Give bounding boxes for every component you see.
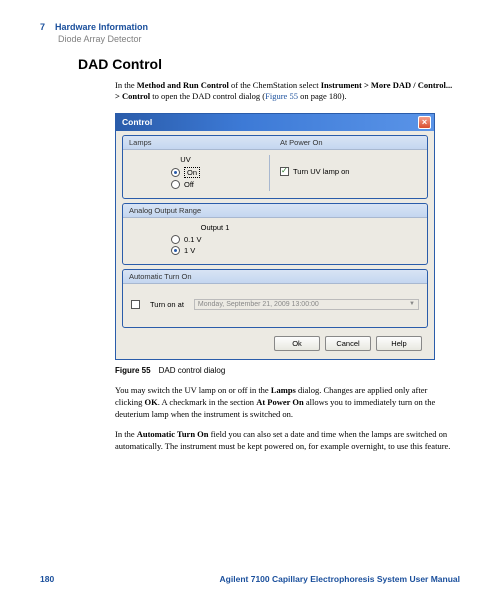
figure-label: Figure 55 <box>115 366 151 375</box>
figure-caption: Figure 55 DAD control dialog <box>115 366 460 375</box>
text-bold: At Power On <box>256 397 304 407</box>
page-footer: 180 Agilent 7100 Capillary Electrophores… <box>40 574 460 584</box>
uv-off-label: Off <box>184 180 194 189</box>
datetime-field[interactable]: Monday, September 21, 2009 13:00:00 ▼ <box>194 299 419 310</box>
text-bold: Lamps <box>271 385 296 395</box>
analog-group: Analog Output Range Output 1 0.1 V 1 V <box>122 203 428 265</box>
v1-label: 1 V <box>184 246 195 255</box>
uv-off-radio[interactable] <box>171 180 180 189</box>
ok-button[interactable]: Ok <box>274 336 320 351</box>
uv-on-label: On <box>184 167 200 178</box>
chapter-title: Hardware Information <box>55 22 148 32</box>
power-on-header: At Power On <box>270 138 421 147</box>
analog-header: Analog Output Range <box>129 206 201 215</box>
uv-label: UV <box>101 155 270 164</box>
body-paragraph-2: In the Automatic Turn On field you can a… <box>115 429 455 453</box>
body-paragraph-1: You may switch the UV lamp on or off in … <box>115 385 455 421</box>
control-dialog: Control × Lamps At Power On UV On <box>115 113 435 360</box>
turn-on-at-label: Turn on at <box>150 300 184 309</box>
auto-group: Automatic Turn On Turn on at Monday, Sep… <box>122 269 428 328</box>
turn-uv-checkbox[interactable] <box>280 167 289 176</box>
text: to open the DAD control dialog ( <box>150 91 265 101</box>
dialog-buttons: Ok Cancel Help <box>122 332 428 353</box>
chapter-subtitle: Diode Array Detector <box>58 34 460 44</box>
text: . A checkmark in the section <box>158 397 256 407</box>
text-bold: Method and Run Control <box>137 80 229 90</box>
text: In the <box>115 429 137 439</box>
v01-label: 0.1 V <box>184 235 202 244</box>
dialog-title: Control <box>122 117 152 127</box>
output-label: Output 1 <box>11 223 419 232</box>
text: of the ChemStation select <box>229 80 321 90</box>
auto-header: Automatic Turn On <box>129 272 192 281</box>
text: You may switch the UV lamp on or off in … <box>115 385 271 395</box>
figure-link[interactable]: Figure 55 <box>265 91 298 101</box>
close-icon[interactable]: × <box>418 116 431 129</box>
text-bold: OK <box>145 397 158 407</box>
chapter-number: 7 <box>40 22 45 32</box>
dialog-titlebar: Control × <box>116 114 434 131</box>
v01-radio[interactable] <box>171 235 180 244</box>
uv-on-radio[interactable] <box>171 168 180 177</box>
text: In the <box>115 80 137 90</box>
intro-paragraph: In the Method and Run Control of the Che… <box>115 80 455 103</box>
turn-uv-label: Turn UV lamp on <box>293 167 349 176</box>
manual-title: Agilent 7100 Capillary Electrophoresis S… <box>220 574 460 584</box>
help-button[interactable]: Help <box>376 336 422 351</box>
section-title: DAD Control <box>78 56 460 72</box>
turn-on-at-checkbox[interactable] <box>131 300 140 309</box>
cancel-button[interactable]: Cancel <box>325 336 371 351</box>
text-bold: Automatic Turn On <box>137 429 209 439</box>
lamps-header: Lamps <box>129 138 270 147</box>
chevron-down-icon: ▼ <box>409 301 415 307</box>
v1-radio[interactable] <box>171 246 180 255</box>
page-number: 180 <box>40 574 54 584</box>
text: on page 180). <box>298 91 347 101</box>
datetime-value: Monday, September 21, 2009 13:00:00 <box>198 301 319 308</box>
figure-text: DAD control dialog <box>159 366 226 375</box>
lamps-group: Lamps At Power On UV On Off <box>122 135 428 199</box>
